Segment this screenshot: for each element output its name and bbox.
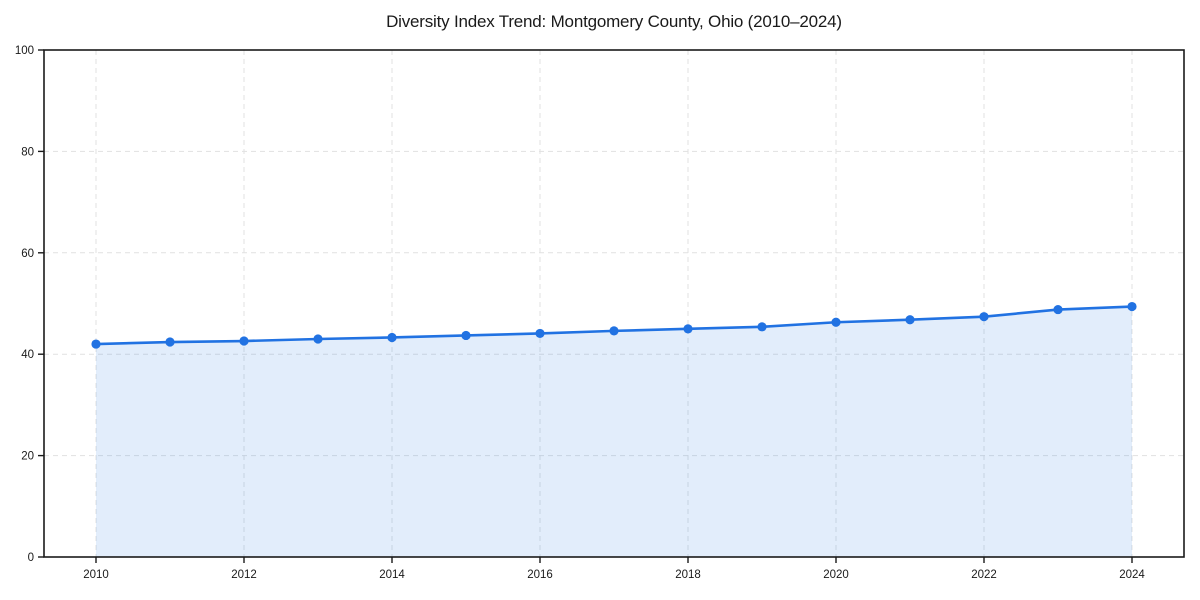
data-point-2021 — [905, 315, 915, 325]
data-point-2019 — [757, 322, 767, 332]
y-tick-label-80: 80 — [21, 146, 34, 158]
data-point-2012 — [239, 336, 249, 346]
x-tick-label-2014: 2014 — [379, 569, 405, 581]
data-point-2020 — [831, 317, 841, 327]
plot-frame — [43, 49, 1185, 558]
y-tick-label-40: 40 — [21, 349, 34, 361]
x-tick-label-2024: 2024 — [1119, 569, 1145, 581]
x-tick-label-2016: 2016 — [527, 569, 553, 581]
data-point-2016 — [535, 328, 545, 339]
y-tick-label-0: 0 — [28, 552, 34, 564]
chart-title: Diversity Index Trend: Montgomery County… — [386, 12, 842, 31]
x-tick-label-2020: 2020 — [823, 569, 849, 581]
x-tick-label-2012: 2012 — [231, 569, 257, 581]
data-point-2023 — [1053, 304, 1063, 315]
data-point-2024 — [1127, 301, 1137, 312]
data-point-2022 — [979, 312, 989, 322]
data-point-2017 — [609, 326, 619, 336]
data-point-2015 — [461, 330, 471, 341]
y-tick-label-100: 100 — [15, 45, 34, 57]
area-fill — [96, 306, 1132, 557]
x-tick-label-2010: 2010 — [83, 569, 109, 581]
y-tick-label-60: 60 — [21, 248, 34, 260]
data-point-2013 — [313, 334, 323, 344]
y-tick-label-20: 20 — [21, 451, 34, 463]
x-tick-label-2022: 2022 — [971, 569, 997, 581]
x-tick-label-2018: 2018 — [675, 569, 701, 581]
data-point-2010 — [91, 339, 101, 349]
data-point-2014 — [387, 332, 397, 343]
data-point-2018 — [683, 324, 693, 334]
data-point-2011 — [165, 337, 175, 347]
